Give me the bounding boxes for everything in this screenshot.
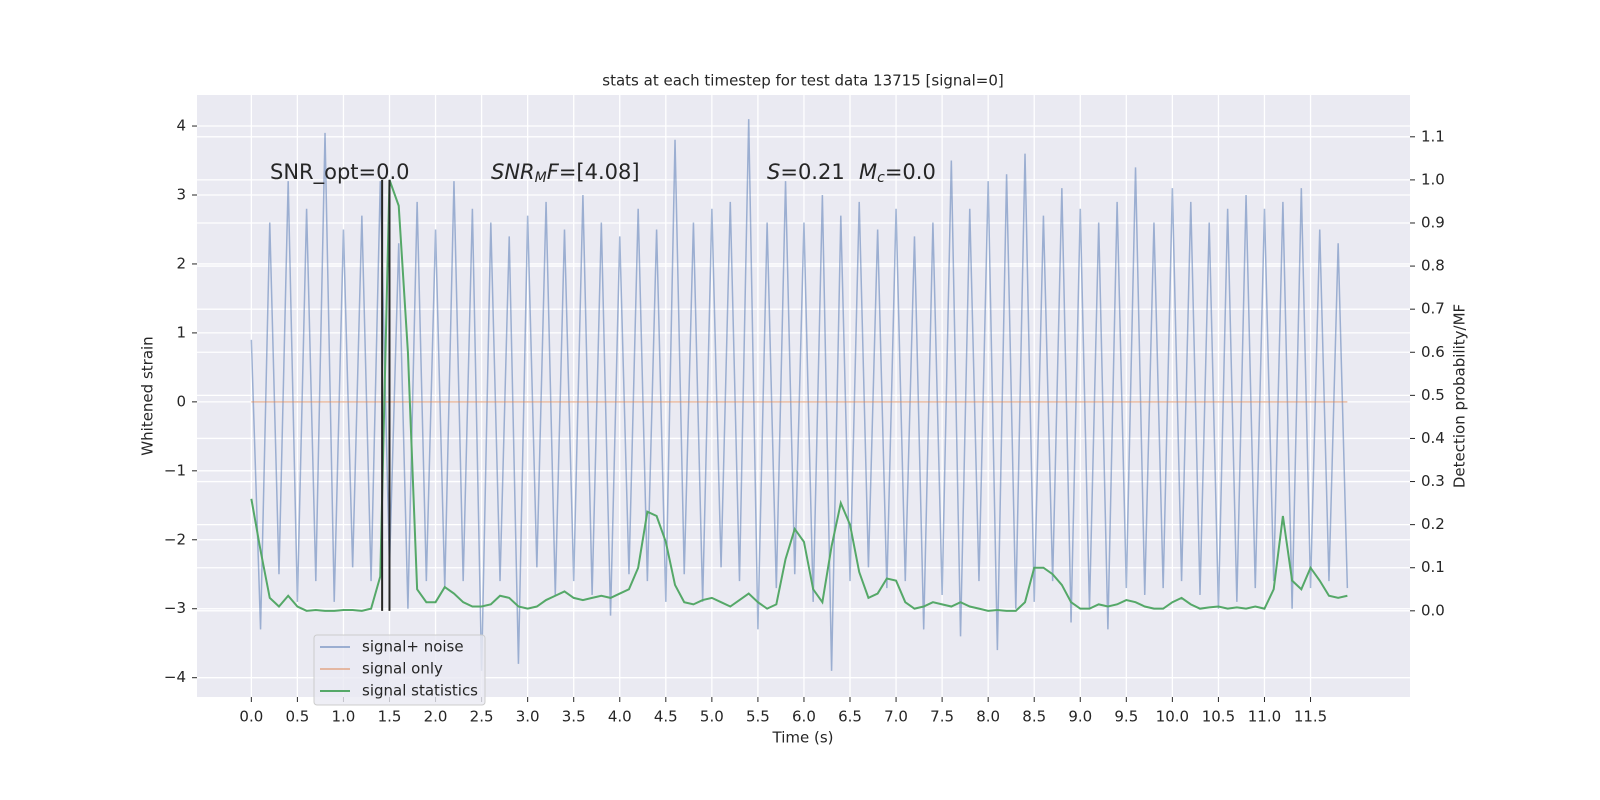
x-tick-label: 5.0 <box>700 708 724 726</box>
x-tick-label: 8.5 <box>1022 708 1046 726</box>
x-tick-label: 4.5 <box>654 708 678 726</box>
x-tick-label: 10.0 <box>1156 708 1189 726</box>
legend-label: signal+ noise <box>362 638 464 656</box>
x-tick-label: 6.0 <box>792 708 816 726</box>
legend-label: signal statistics <box>362 682 478 700</box>
x-tick-label: 9.0 <box>1068 708 1092 726</box>
y-tick-label: 0 <box>176 392 186 410</box>
y2-tick-label: 0.2 <box>1421 515 1445 533</box>
x-tick-label: 9.5 <box>1114 708 1138 726</box>
x-tick-label: 7.5 <box>930 708 954 726</box>
legend-box <box>313 634 486 706</box>
y-axis-label: Whitened strain <box>139 336 157 455</box>
annotation-part: =0.0 <box>885 160 936 184</box>
y2-tick-label: 0.4 <box>1421 429 1445 447</box>
x-tick-label: 8.0 <box>976 708 1000 726</box>
legend-label: signal only <box>362 660 443 678</box>
annotation-part: M <box>859 160 877 184</box>
y-tick-label: −4 <box>164 668 186 686</box>
y2-tick-label: 0.7 <box>1421 300 1445 318</box>
annotation-part: c <box>877 170 885 186</box>
x-tick-label: 5.5 <box>746 708 770 726</box>
annotation: SNRMF=[4.08] <box>491 160 640 186</box>
y-tick-label: 2 <box>176 254 186 272</box>
series-line <box>250 119 1349 671</box>
x-tick-label: 3.0 <box>516 708 540 726</box>
x-tick-label: 0.0 <box>239 708 263 726</box>
y-tick-label: 1 <box>176 323 186 341</box>
y-tick-label: −3 <box>164 599 186 617</box>
y2-tick-label: 0.0 <box>1421 601 1445 619</box>
marks <box>250 119 1349 671</box>
annotation-part: F <box>547 160 560 184</box>
annotation: S=0.21 <box>767 160 845 184</box>
y2-tick-label: 0.9 <box>1421 213 1445 231</box>
y2-tick-label: 0.5 <box>1421 386 1445 404</box>
x-tick-label: 10.5 <box>1202 708 1235 726</box>
annotation-part: S <box>767 160 780 184</box>
annotation: SNR_opt=0.0 <box>270 160 410 185</box>
x-tick-label: 2.0 <box>424 708 448 726</box>
y2-axis-label: Detection probability/MF <box>1451 304 1469 488</box>
annotation: Mc=0.0 <box>859 160 936 186</box>
x-tick-label: 1.0 <box>332 708 356 726</box>
y2-tick-label: 1.1 <box>1421 127 1445 145</box>
y-tick-label: 4 <box>176 117 186 135</box>
chart-title: stats at each timestep for test data 137… <box>602 72 1003 90</box>
y2-tick-label: 0.6 <box>1421 343 1445 361</box>
x-tick-label: 0.5 <box>285 708 309 726</box>
x-tick-label: 4.0 <box>608 708 632 726</box>
x-tick-label: 11.5 <box>1294 708 1327 726</box>
x-tick-label: 3.5 <box>562 708 586 726</box>
x-axis-label: Time (s) <box>772 729 834 747</box>
y2-tick-label: 1.0 <box>1421 170 1445 188</box>
y2-tick-label: 0.3 <box>1421 472 1445 490</box>
annotation-part: =[4.08] <box>559 160 640 184</box>
y2-tick-label: 0.1 <box>1421 558 1445 576</box>
x-tick-label: 2.5 <box>470 708 494 726</box>
annotation-part: =0.21 <box>780 160 844 184</box>
y2-tick-label: 0.8 <box>1421 257 1445 275</box>
y-tick-label: −2 <box>164 530 186 548</box>
y-tick-label: −1 <box>164 461 186 479</box>
y-tick-label: 3 <box>176 185 186 203</box>
x-tick-label: 7.0 <box>884 708 908 726</box>
annotation-part: M <box>535 170 547 186</box>
x-tick-label: 1.5 <box>378 708 402 726</box>
annotation-part: SNR_opt=0.0 <box>270 160 410 185</box>
x-tick-label: 11.0 <box>1248 708 1281 726</box>
series-line <box>250 179 1348 612</box>
annotation-part: SNR <box>491 160 535 184</box>
x-tick-label: 6.5 <box>838 708 862 726</box>
